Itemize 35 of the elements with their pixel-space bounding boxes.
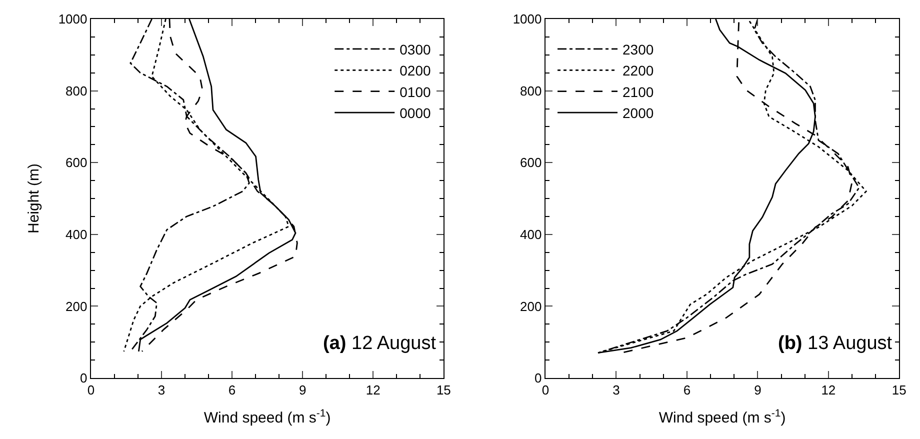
legend-label: 2000 [622,105,654,122]
legend-label: 2200 [622,62,654,79]
x-tick-label: 9 [754,382,762,398]
x-tick-label: 15 [436,382,451,398]
x-tick-label: 12 [821,382,836,398]
y-tick-label: 1000 [58,12,88,27]
y-tick-label: 600 [520,155,542,170]
y-tick-label: 200 [520,298,542,314]
x-tick-label: 3 [612,382,620,398]
x-axis-title: Wind speed (m s$^{-1}$) [204,407,331,427]
legend-label: 2100 [622,84,654,100]
x-tick-label: 9 [298,382,306,398]
annotation: (b) 13 August [778,333,893,354]
x-axis-title: Wind speed (m s$^{-1}$) [658,407,786,427]
y-tick-label: 1000 [512,12,542,27]
y-tick-label: 0 [80,370,88,386]
y-tick-label: 200 [66,298,88,314]
legend-label: 0100 [400,84,431,100]
legend-label: 0300 [400,41,431,58]
y-tick-label: 600 [66,155,88,170]
x-tick-label: 3 [158,382,166,398]
legend-label: 2300 [622,41,654,58]
x-tick-label: 6 [228,382,236,398]
x-tick-label: 15 [892,382,906,398]
x-tick-label: 12 [366,382,380,398]
y-tick-label: 0 [534,370,542,386]
legend-label: 0000 [400,105,431,122]
y-tick-label: 400 [520,226,542,242]
y-tick-label: 800 [520,83,542,98]
annotation: (a) 12 August [323,333,437,354]
legend-label: 0200 [400,62,431,79]
y-axis-title: Height (m) [26,163,43,234]
y-tick-label: 400 [66,226,88,242]
x-tick-label: 6 [683,382,691,398]
y-tick-label: 800 [66,83,88,98]
